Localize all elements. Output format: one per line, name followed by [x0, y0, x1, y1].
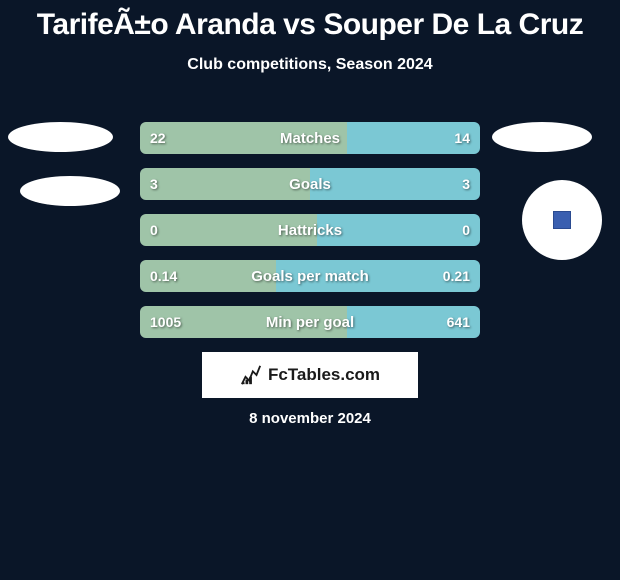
fctables-icon [240, 364, 262, 386]
club-right-badge [522, 180, 602, 260]
logo-box: FcTables.com [202, 352, 418, 398]
stat-row: 0.140.21Goals per match [140, 260, 480, 292]
player-right-avatar [492, 122, 592, 152]
stat-row: 00Hattricks [140, 214, 480, 246]
bar-label: Hattricks [140, 214, 480, 246]
bar-label: Goals per match [140, 260, 480, 292]
stat-row: 33Goals [140, 168, 480, 200]
club-left-avatar [20, 176, 120, 206]
comparison-bars: 2214Matches 33Goals 00Hattricks 0.140.21Goa… [140, 122, 480, 352]
logo-text: FcTables.com [268, 365, 380, 385]
page-title: TarifeÃ±o Aranda vs Souper De La Cruz [0, 0, 620, 42]
date-label: 8 november 2024 [0, 410, 620, 427]
stat-row: 1005641Min per goal [140, 306, 480, 338]
bar-label: Goals [140, 168, 480, 200]
bar-label: Matches [140, 122, 480, 154]
subtitle: Club competitions, Season 2024 [0, 56, 620, 74]
bar-label: Min per goal [140, 306, 480, 338]
stat-row: 2214Matches [140, 122, 480, 154]
club-right-inner [553, 211, 571, 229]
player-left-avatar [8, 122, 113, 152]
